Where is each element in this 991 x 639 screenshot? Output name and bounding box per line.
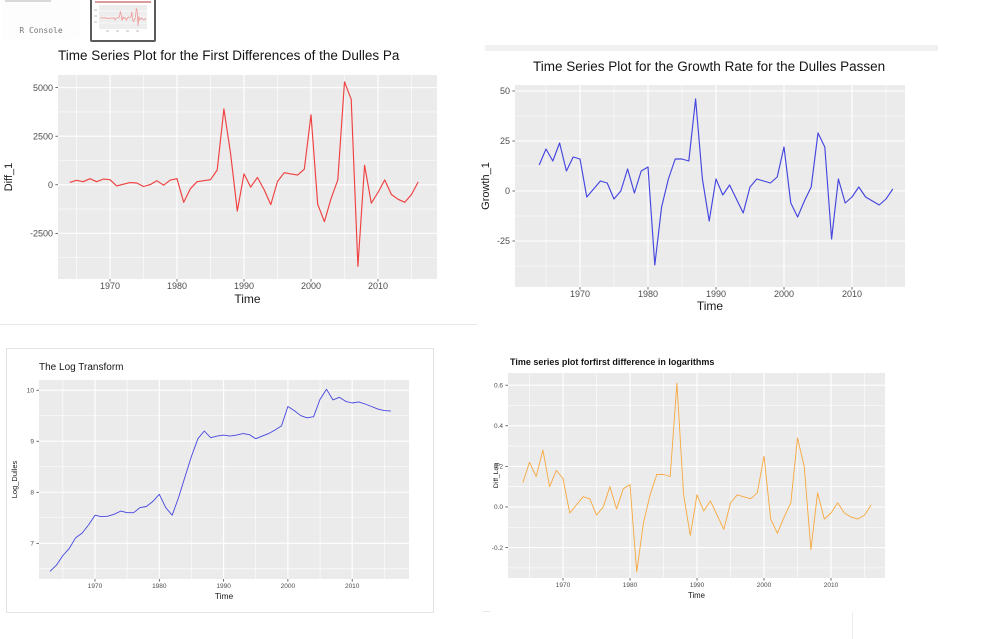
y-tick-label: 8 [30,490,34,497]
mini-plot-title-bar [95,1,151,3]
series-line [522,382,872,573]
x-tick-label: 1980 [167,281,187,291]
x-axis-title: Time [234,292,261,306]
x-tick-label: 2010 [345,583,360,590]
x-tick-label: 2010 [368,281,388,291]
y-tick-label: 5000 [33,83,53,93]
chart-title: The Log Transform [39,362,124,373]
y-axis-title: Diff_1 [3,163,15,192]
y-tick-label: 0.2 [494,464,503,471]
x-axis-title: Time [215,591,234,601]
x-tick-label: 1970 [88,583,103,590]
x-axis-title: Time [688,591,705,600]
x-tick-label: 1990 [690,582,705,589]
horizontal-scrollbar[interactable] [485,45,938,51]
y-tick-label: 7 [30,541,34,548]
chart-log-transform: The Log Transform 1970 1980 1990 2000 2010 10… [6,348,434,613]
plot-panel [58,75,437,279]
y-tick-label: 10 [27,387,35,394]
mini-series-line [99,7,147,26]
x-tick-label: 1990 [706,289,726,299]
y-tick-label: 0 [48,180,53,190]
x-tick-label: 1970 [556,582,571,589]
r-console-window-thumbnail[interactable]: R Console [2,0,80,39]
x-tick-label: 2000 [301,281,321,291]
series-line [69,81,419,267]
x-axis-title: Time [697,299,724,313]
r-console-label: R Console [19,26,63,35]
y-axis-title: Growth_1 [480,162,492,210]
mini-plot-sparkline [94,5,147,32]
y-tick-label: 25 [500,136,510,146]
x-tick-label: 1970 [570,289,590,299]
chart-title: Time Series Plot for the Growth Rate for… [533,59,886,74]
chart-canvas: 1970 1980 1990 2000 2010 50 25 0 -25 Time Growth_1 [480,85,905,313]
chart-title: Time Series Plot for the First Differenc… [58,48,400,63]
chart-diff-logarithms: Time series plot forfirst difference in … [490,350,991,612]
series-line [538,98,894,266]
bottom-vertical-divider [852,612,853,639]
x-tick-label: 1980 [638,289,658,299]
y-axis-title: Diff_Log [493,463,500,488]
x-tick-label: 2000 [774,289,794,299]
x-tick-label: 1990 [234,281,254,291]
y-tick-label: 0 [505,186,510,196]
chart-first-differences: Time Series Plot for the First Differenc… [0,45,477,325]
y-tick-label: 9 [30,439,34,446]
x-tick-label: 2000 [757,582,772,589]
chart-growth-rate: Time Series Plot for the Growth Rate for… [480,58,991,328]
y-tick-label: -25 [497,236,510,246]
y-tick-label: -0.2 [492,545,504,552]
console-text-smudge [5,0,51,2]
plot-panel [515,85,905,287]
x-tick-label: 1990 [216,583,231,590]
chart-canvas: 1970 1980 1990 2000 2010 5000 2500 0 -2500 Time Di… [3,75,437,306]
x-tick-label: 2010 [842,289,862,299]
y-tick-label: 2500 [33,131,53,141]
x-tick-label: 2000 [281,583,296,590]
y-tick-label: 50 [500,86,510,96]
y-tick-label: 0.4 [494,423,503,430]
y-tick-label: 0.6 [494,382,503,389]
y-tick-label: 0.0 [494,504,503,511]
y-tick-label: -2500 [30,228,53,238]
plot-window-thumbnail[interactable] [90,0,156,42]
x-tick-label: 1970 [100,281,120,291]
chart-canvas: 1970 1980 1990 2000 2010 0.6 0.4 0.2 0.0 -0.2 Time… [492,373,885,600]
x-tick-label: 2010 [824,582,839,589]
chart-canvas: 1970 1980 1990 2000 2010 10 9 8 7 Time Log_Dulles [10,380,409,601]
x-tick-label: 1980 [623,582,638,589]
chart-title: Time series plot forfirst difference in … [510,357,715,367]
x-tick-label: 1980 [152,583,167,590]
series-line [49,388,391,572]
y-axis-title: Log_Dulles [10,460,19,498]
